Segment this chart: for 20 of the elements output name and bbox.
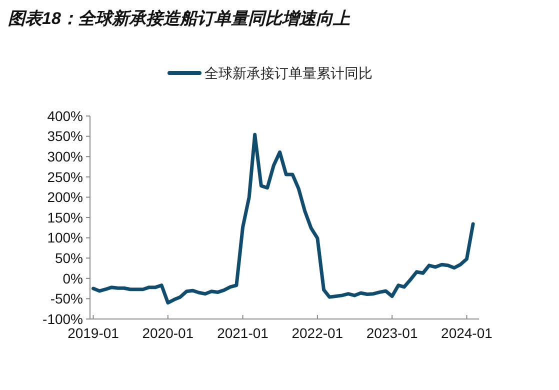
x-tick-label: 2023-01	[366, 325, 418, 341]
y-tick-label: 200%	[47, 189, 83, 206]
x-tick-label: 2020-01	[142, 325, 194, 341]
y-tick-label: 350%	[47, 128, 83, 144]
y-tick-label: 150%	[47, 209, 83, 226]
legend-label: 全球新承接订单量累计同比	[204, 65, 372, 81]
y-tick-label: -100%	[42, 310, 83, 327]
y-tick-label: 250%	[47, 168, 83, 185]
x-tick-label: 2024-01	[441, 325, 493, 341]
y-tick-label: 50%	[54, 250, 83, 266]
x-tick-label: 2022-01	[292, 325, 344, 341]
chart-title: 图表18：全球新承接造船订单量同比增速向上	[8, 9, 351, 28]
x-tick-label: 2019-01	[68, 325, 120, 341]
y-tick-label: -50%	[50, 290, 83, 307]
y-tick-label: 400%	[47, 108, 83, 124]
line-series	[92, 132, 475, 305]
y-tick-label: 300%	[47, 148, 83, 164]
y-tick-label: 100%	[47, 230, 83, 246]
x-tick-label: 2021-01	[217, 325, 269, 341]
y-tick-label: 0%	[62, 270, 83, 286]
